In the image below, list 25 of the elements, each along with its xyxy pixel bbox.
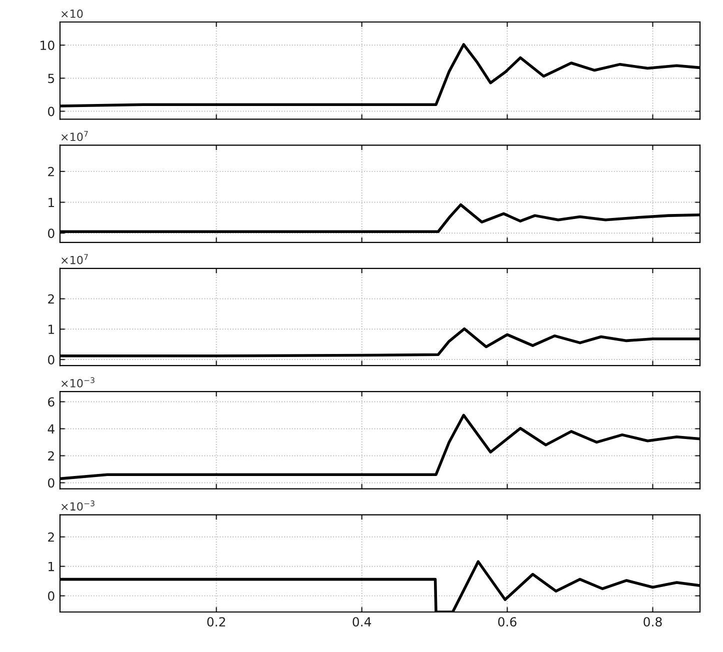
y-tick-label: 0 bbox=[48, 228, 54, 238]
y-tick-label: 2 bbox=[48, 294, 54, 304]
x-tick-label: 0.8 bbox=[644, 617, 662, 627]
y-tick-label: 0 bbox=[48, 478, 54, 488]
y-tick-label: 1 bbox=[48, 562, 54, 572]
y-tick-label: 1 bbox=[48, 198, 54, 208]
text: ×10 bbox=[62, 10, 83, 18]
y-tick-label: 2 bbox=[48, 532, 54, 542]
y-tick-label: 10 bbox=[40, 40, 54, 50]
y-tick-label: 4 bbox=[48, 424, 54, 434]
y-tick-label: 6 bbox=[48, 397, 54, 407]
text: ×10$^{7}$ bbox=[62, 254, 88, 264]
text: ×10$^{−3}$ bbox=[62, 377, 94, 388]
x-tick-label: 0.6 bbox=[498, 617, 516, 627]
y-tick-label: 0 bbox=[48, 106, 54, 116]
y-tick-label: 0 bbox=[48, 354, 54, 364]
x-tick-label: 0.2 bbox=[207, 617, 226, 627]
y-tick-label: 5 bbox=[48, 74, 54, 84]
y-tick-label: 0 bbox=[48, 591, 54, 601]
x-tick-label: 0.4 bbox=[352, 617, 372, 627]
text: ×10$^{−3}$ bbox=[62, 500, 94, 511]
text: ×10$^{7}$ bbox=[62, 130, 88, 142]
y-tick-label: 2 bbox=[48, 451, 54, 460]
y-tick-label: 1 bbox=[48, 324, 54, 334]
y-tick-label: 2 bbox=[48, 166, 54, 176]
